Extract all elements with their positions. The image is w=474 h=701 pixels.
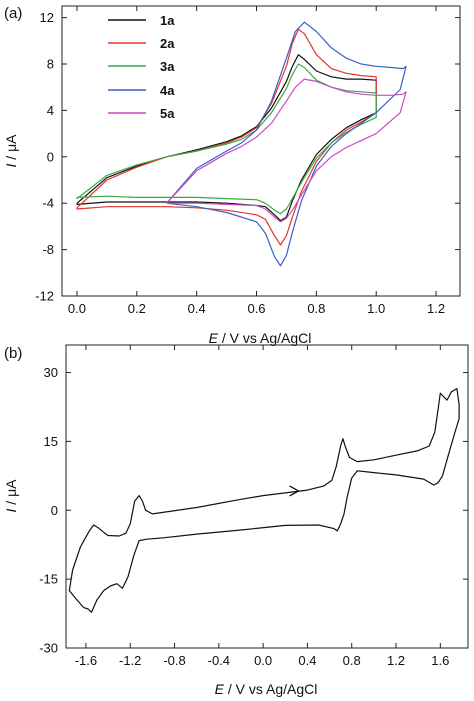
panel-b-scan-arrow: [289, 485, 300, 497]
panel-a-x-ticks: 0.0 0.2 0.4 0.6 0.8 1.0 1.2: [68, 6, 445, 316]
x-tick-label: -1.6: [75, 653, 97, 668]
y-tick-label: 8: [47, 57, 54, 72]
panel-a-y-axis-label: I / μA: [3, 134, 19, 168]
panel-a-x-axis-var: E: [209, 330, 219, 346]
panel-b-x-axis-label: E / V vs Ag/AgCl: [215, 681, 318, 697]
x-tick-label: 1.0: [367, 301, 385, 316]
legend-label-2a: 2a: [160, 36, 175, 51]
panel-a-series: [76, 21, 407, 267]
legend-label-4a: 4a: [160, 83, 175, 98]
panel-b-series: [68, 388, 460, 613]
panel-b: (b) -1.6 -1.2 -0.8 -0.4 0.0 0.4 0.8 1.2 1.6 -30-…: [3, 344, 469, 697]
y-tick-label: 0: [51, 503, 58, 518]
y-tick-label: -15: [39, 572, 58, 587]
panel-a-y-axis-var: I: [3, 163, 19, 167]
panel-a-y-ticks: -12 -8 -4 0 4 8 12: [35, 10, 460, 304]
x-tick-label: 0.2: [128, 301, 146, 316]
panel-b-y-axis-var: I: [3, 508, 19, 512]
x-tick-label: 0.4: [298, 653, 316, 668]
panel-b-label: (b): [4, 345, 22, 362]
y-tick-label: 4: [47, 103, 54, 118]
panel-a: (a) 0.0 0.2 0.4 0.6 0.8 1.0 1.2 -12 -8 -4 0 4 8 12 1…: [3, 5, 461, 346]
x-tick-label: 0.8: [343, 653, 361, 668]
panel-a-label: (a): [4, 5, 22, 22]
panel-b-y-axis-unit: / μA: [3, 479, 19, 509]
x-tick-label: 1.2: [387, 653, 405, 668]
x-tick-label: 0.4: [188, 301, 206, 316]
y-tick-label: -30: [39, 641, 58, 656]
panel-b-frame: [65, 344, 469, 649]
series-line-trace-1: [68, 388, 460, 613]
panel-b-y-ticks: -30 -15 0 15 30: [39, 365, 468, 656]
panel-a-legend: 1a 2a 3a 4a 5a: [108, 13, 175, 121]
y-tick-label: 12: [40, 10, 54, 25]
series-line-3a: [76, 63, 377, 215]
x-tick-label: 0.0: [68, 301, 86, 316]
x-tick-label: -1.2: [119, 653, 141, 668]
x-tick-label: 0.8: [307, 301, 325, 316]
panel-b-y-axis-label: I / μA: [3, 479, 19, 513]
y-tick-label: 30: [44, 365, 58, 380]
x-tick-label: 0.6: [247, 301, 265, 316]
panel-a-x-axis-label: E / V vs Ag/AgCl: [209, 330, 312, 346]
panel-b-x-axis-unit: / V vs Ag/AgCl: [224, 681, 317, 697]
series-line-4a: [166, 21, 407, 267]
x-tick-label: 1.6: [431, 653, 449, 668]
series-line-5a: [166, 78, 407, 223]
legend-label-3a: 3a: [160, 59, 175, 74]
y-tick-label: 0: [47, 149, 54, 164]
legend-label-5a: 5a: [160, 106, 175, 121]
panel-b-x-ticks: -1.6 -1.2 -0.8 -0.4 0.0 0.4 0.8 1.2 1.6: [75, 345, 449, 668]
x-tick-label: -0.8: [163, 653, 185, 668]
y-tick-label: -8: [42, 242, 54, 257]
panel-a-y-axis-unit: / μA: [3, 134, 19, 164]
x-tick-label: -0.4: [208, 653, 230, 668]
panel-a-frame: [61, 5, 461, 297]
panel-b-x-axis-var: E: [215, 681, 225, 697]
x-tick-label: 1.2: [427, 301, 445, 316]
y-tick-label: 15: [44, 434, 58, 449]
y-tick-label: -12: [35, 289, 54, 304]
scan-direction-arrow-head: [289, 485, 300, 497]
panel-a-x-axis-unit: / V vs Ag/AgCl: [218, 330, 311, 346]
legend-label-1a: 1a: [160, 13, 175, 28]
y-tick-label: -4: [42, 196, 54, 211]
x-tick-label: 0.0: [254, 653, 272, 668]
series-line-1a: [76, 54, 377, 222]
